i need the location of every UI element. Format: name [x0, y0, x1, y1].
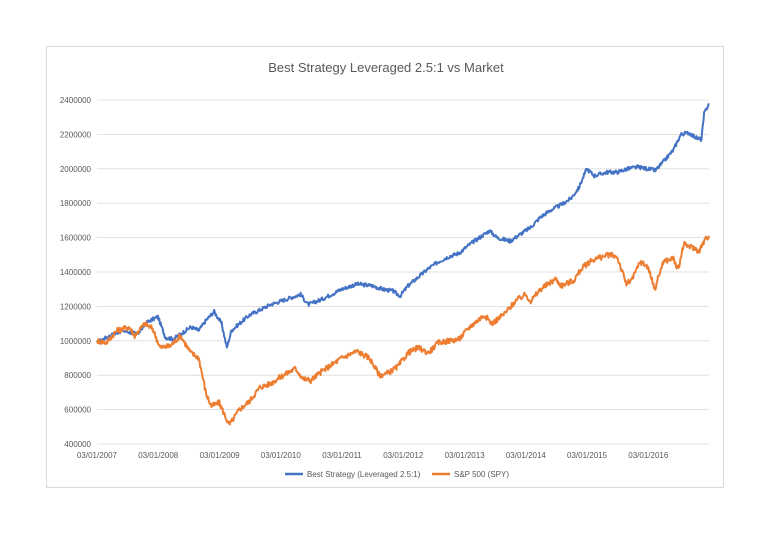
x-tick-label: 03/01/2007: [77, 451, 118, 460]
x-tick-label: 03/01/2010: [261, 451, 302, 460]
y-tick-label: 1600000: [60, 234, 92, 243]
x-tick-label: 03/01/2009: [200, 451, 241, 460]
y-tick-label: 2400000: [60, 96, 92, 105]
x-tick-label: 03/01/2008: [138, 451, 179, 460]
series-line-2: [96, 235, 710, 426]
y-tick-label: 1200000: [60, 302, 92, 311]
y-axis: 400000 600000 800000 1000000 1200000 1400000 1…: [60, 96, 92, 449]
y-tick-label: 600000: [64, 406, 91, 415]
series-line-1: [96, 103, 710, 349]
legend-label-2: S&P 500 (SPY): [454, 470, 509, 479]
y-tick-label: 1000000: [60, 337, 92, 346]
x-axis: 03/01/2007 03/01/2008 03/01/2009 03/01/2010…: [77, 451, 669, 460]
y-tick-label: 800000: [64, 371, 91, 380]
x-tick-label: 03/01/2016: [628, 451, 669, 460]
x-tick-label: 03/01/2013: [445, 451, 486, 460]
plot-lines: [96, 103, 710, 426]
chart-svg: Best Strategy Leveraged 2.5:1 vs Market …: [60, 60, 710, 479]
x-tick-label: 03/01/2012: [383, 451, 424, 460]
x-tick-label: 03/01/2014: [506, 451, 547, 460]
y-tick-label: 1800000: [60, 199, 92, 208]
chart-title: Best Strategy Leveraged 2.5:1 vs Market: [268, 60, 504, 75]
x-tick-label: 03/01/2015: [567, 451, 608, 460]
y-tick-label: 400000: [64, 440, 91, 449]
legend-label-1: Best Strategy (Leveraged 2.5:1): [307, 470, 421, 479]
y-tick-label: 2200000: [60, 130, 92, 139]
y-tick-label: 1400000: [60, 268, 92, 277]
y-tick-label: 2000000: [60, 165, 92, 174]
chart-area: Best Strategy Leveraged 2.5:1 vs Market …: [46, 46, 724, 488]
gridlines: [97, 99, 709, 445]
legend: Best Strategy (Leveraged 2.5:1) S&P 500 (…: [285, 470, 509, 479]
x-tick-label: 03/01/2011: [322, 451, 362, 460]
